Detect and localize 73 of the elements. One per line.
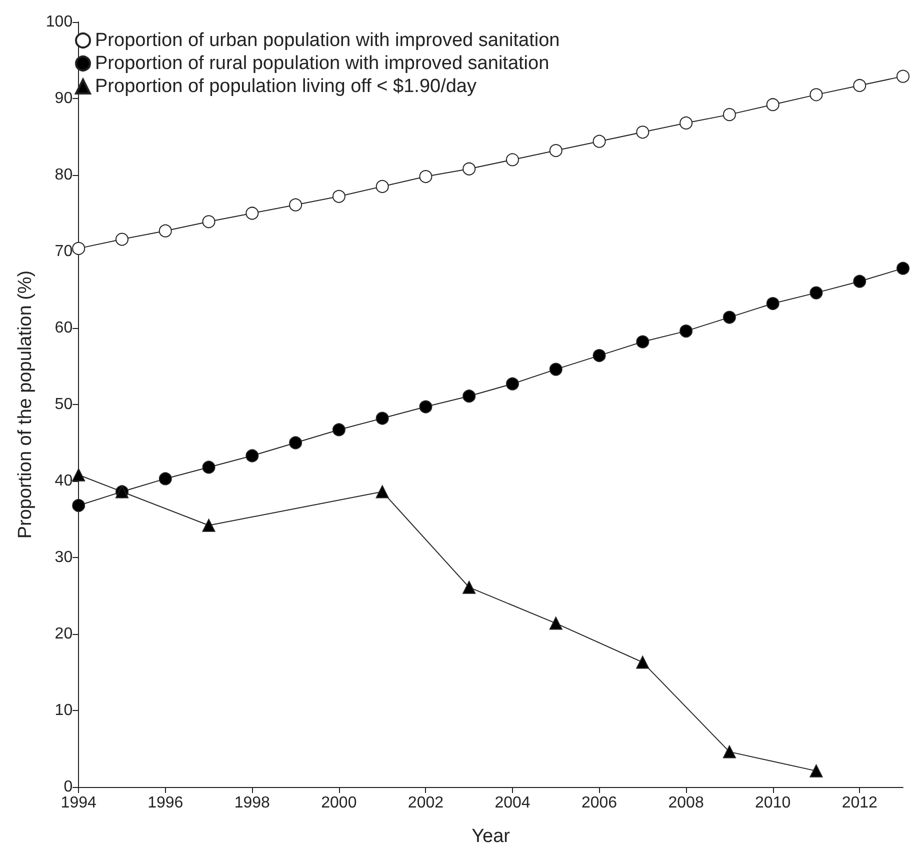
point [376, 180, 389, 193]
y-tick-label: 0 [64, 778, 73, 796]
point [896, 262, 910, 275]
y-tick-label: 100 [46, 14, 73, 30]
x-axis-title: Year [472, 826, 511, 847]
x-tick-label: 2012 [842, 794, 878, 812]
x-tick-label: 2000 [321, 794, 357, 812]
point [680, 324, 693, 338]
y-tick-label: 80 [54, 166, 73, 184]
point [549, 144, 562, 158]
x-tick-label: 2008 [668, 794, 704, 812]
point [376, 485, 389, 498]
x-tick-label: 2002 [408, 794, 444, 812]
point [376, 412, 389, 425]
point [332, 190, 346, 203]
point [592, 349, 606, 362]
point [462, 390, 476, 403]
point [462, 580, 476, 594]
point [766, 297, 780, 310]
point [853, 274, 866, 288]
point [202, 215, 216, 228]
point [766, 98, 780, 112]
point [72, 498, 86, 512]
point [246, 206, 259, 220]
point [636, 335, 650, 348]
point [722, 310, 736, 324]
x-tick-label: 2006 [581, 794, 618, 812]
point [506, 153, 519, 166]
point [810, 88, 823, 102]
point [506, 377, 519, 390]
y-tick-label: 40 [54, 472, 73, 490]
point [202, 460, 216, 474]
point [549, 616, 562, 630]
legend-label: Proportion of urban population with improved sanitation [95, 30, 560, 51]
point [896, 70, 910, 83]
point [853, 79, 866, 92]
point [810, 764, 823, 778]
point [289, 198, 302, 212]
point [549, 362, 562, 376]
legend-label: Proportion of rural population with improved sanitation [95, 53, 550, 74]
point [636, 126, 650, 139]
x-tick-label: 2004 [494, 794, 530, 812]
point [115, 232, 128, 246]
point [158, 472, 172, 486]
point [72, 242, 86, 255]
point [202, 518, 216, 532]
y-tick-label: 30 [54, 549, 73, 566]
point [246, 449, 259, 462]
point [462, 162, 476, 176]
point [72, 468, 86, 482]
point [419, 170, 432, 184]
x-tick-label: 2010 [755, 794, 791, 812]
point [722, 108, 736, 122]
y-tick-label: 60 [54, 320, 73, 336]
point [810, 286, 823, 300]
point [419, 400, 432, 414]
y-tick-label: 20 [54, 626, 73, 642]
y-tick-label: 10 [54, 702, 73, 719]
point [289, 436, 302, 450]
y-tick-label: 50 [54, 396, 73, 413]
point [722, 745, 736, 758]
point [158, 224, 172, 238]
x-tick-label: 1996 [148, 794, 184, 812]
point [680, 116, 693, 130]
y-axis-title: Proportion of the population (%) [15, 270, 36, 539]
y-tick-label: 70 [54, 243, 73, 260]
point [592, 134, 606, 148]
point [332, 423, 346, 436]
x-tick-label: 1998 [234, 794, 270, 812]
point [636, 656, 650, 669]
legend-label: Proportion of population living off < $1.90/day [95, 76, 478, 97]
x-tick-label: 1994 [60, 794, 96, 812]
y-tick-label: 90 [54, 90, 73, 107]
